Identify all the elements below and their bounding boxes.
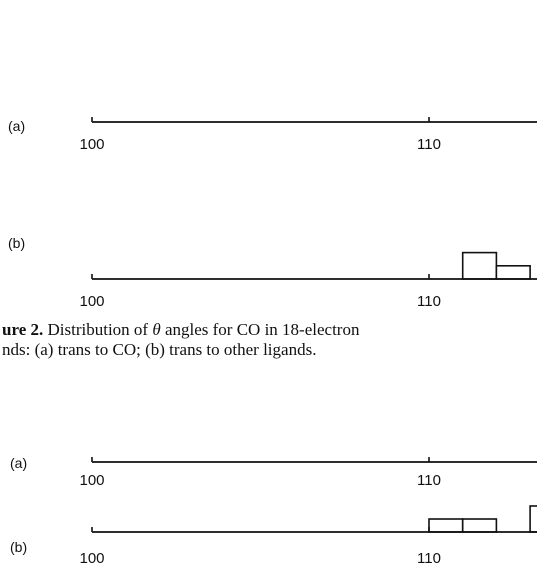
- histogram-bar: [461, 251, 498, 280]
- caption-text-1a: Distribution of: [43, 320, 153, 339]
- panel-label: (a): [8, 118, 25, 134]
- caption-text-1b: angles for CO in 18-electron: [160, 320, 360, 339]
- panel-label: (b): [10, 539, 27, 555]
- x-tick-label: 110: [417, 136, 441, 153]
- histogram-panel-1: (a)100110120130: [8, 117, 537, 153]
- caption-line-1: ure 2. Distribution of θ angles for CO i…: [2, 320, 537, 340]
- x-tick-label: 100: [79, 293, 104, 310]
- caption-theta-symbol: θ: [152, 320, 161, 339]
- panel-label: (b): [8, 235, 25, 251]
- x-tick-label: 110: [417, 293, 441, 310]
- x-tick-label: 110: [417, 472, 441, 489]
- x-tick-label: 100: [79, 136, 104, 153]
- histogram-panel-2: (b)100110120130: [8, 235, 537, 310]
- histogram-bar: [461, 518, 498, 533]
- histogram-panel-3: (a)100110120130: [10, 455, 537, 489]
- histogram-panel-4: (b)100110120130: [10, 505, 537, 567]
- x-tick-label: 100: [79, 550, 104, 567]
- x-tick-label: 100: [79, 472, 104, 489]
- panel-label: (a): [10, 455, 27, 471]
- caption-figure-number: ure 2.: [2, 320, 44, 339]
- histogram-bar: [529, 505, 537, 533]
- histogram-bar: [428, 518, 464, 533]
- x-tick-label: 110: [417, 550, 441, 567]
- caption-line-2: nds: (a) trans to CO; (b) trans to other…: [2, 340, 317, 359]
- histogram-bar: [495, 264, 531, 280]
- figure-caption: ure 2. Distribution of θ angles for CO i…: [2, 320, 537, 360]
